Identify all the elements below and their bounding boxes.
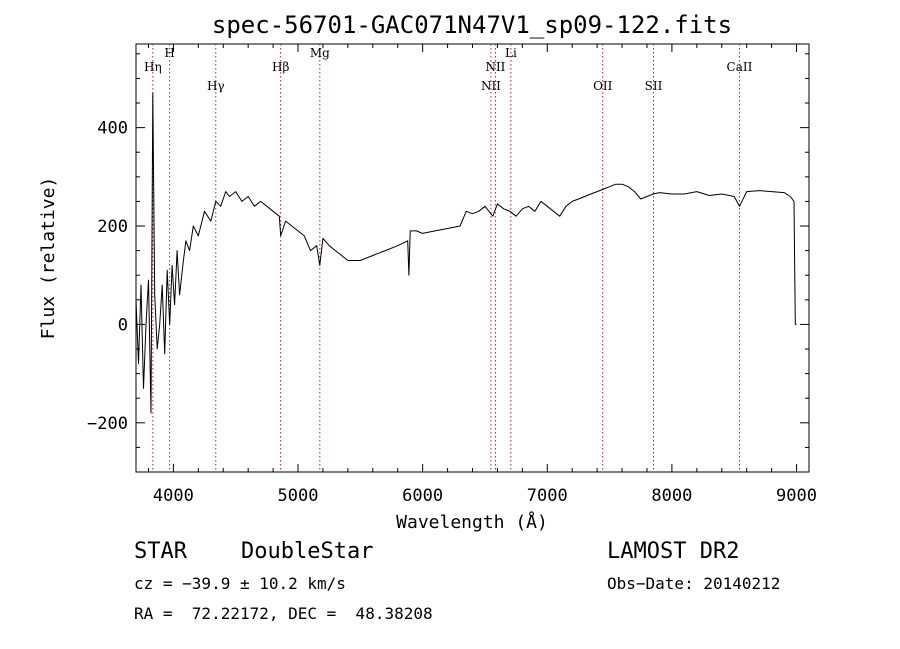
coordinates: RA = 72.22172, DEC = 48.38208 [134, 604, 433, 623]
spectral-line-label: Hβ [272, 60, 289, 74]
object-subclass: DoubleStar [241, 539, 373, 564]
spectral-line-label: SII [645, 79, 663, 93]
x-axis-label: Wavelength (Å) [396, 511, 548, 533]
info-block: STAR DoubleStar LAMOST DR2 cz = −39.9 ± … [134, 539, 780, 623]
chart-title: spec-56701-GAC071N47V1_sp09-122.fits [212, 11, 732, 39]
y-tick-label: 0 [118, 315, 128, 335]
spectral-line-label: NII [481, 79, 501, 93]
x-tick-label: 6000 [402, 486, 443, 506]
y-tick-label: 200 [97, 217, 128, 237]
spectral-line-label: NII [485, 60, 505, 74]
x-axis: 4000 5000 6000 7000 8000 9000 [147, 44, 817, 506]
x-tick-label: 9000 [776, 486, 817, 506]
observation-date: Obs−Date: 20140212 [607, 574, 780, 593]
y-axis-label: Flux (relative) [38, 177, 59, 340]
x-tick-label: 5000 [278, 486, 319, 506]
spectrum-line [135, 92, 797, 414]
spectral-line-label: Mg [310, 46, 330, 60]
spectral-line-label: CaII [727, 60, 753, 74]
x-tick-label: 7000 [527, 486, 568, 506]
x-tick-label: 4000 [153, 486, 194, 506]
object-class: STAR [134, 539, 188, 564]
redshift-cz: cz = −39.9 ± 10.2 km/s [134, 574, 346, 593]
spectral-line-label: OII [593, 79, 613, 93]
y-tick-label: −200 [87, 414, 128, 434]
series-layer [135, 92, 797, 414]
survey-name: LAMOST DR2 [607, 539, 739, 564]
spectral-line-label: Hγ [207, 79, 225, 93]
plot-frame [135, 43, 810, 473]
x-tick-label: 8000 [651, 486, 692, 506]
y-tick-label: 400 [97, 119, 128, 139]
y-axis: −200 0 200 400 [87, 53, 809, 448]
spectral-line-label: H [164, 46, 174, 60]
spectral-line-label: Li [505, 46, 517, 60]
spectral-line-label: Hη [144, 60, 162, 74]
